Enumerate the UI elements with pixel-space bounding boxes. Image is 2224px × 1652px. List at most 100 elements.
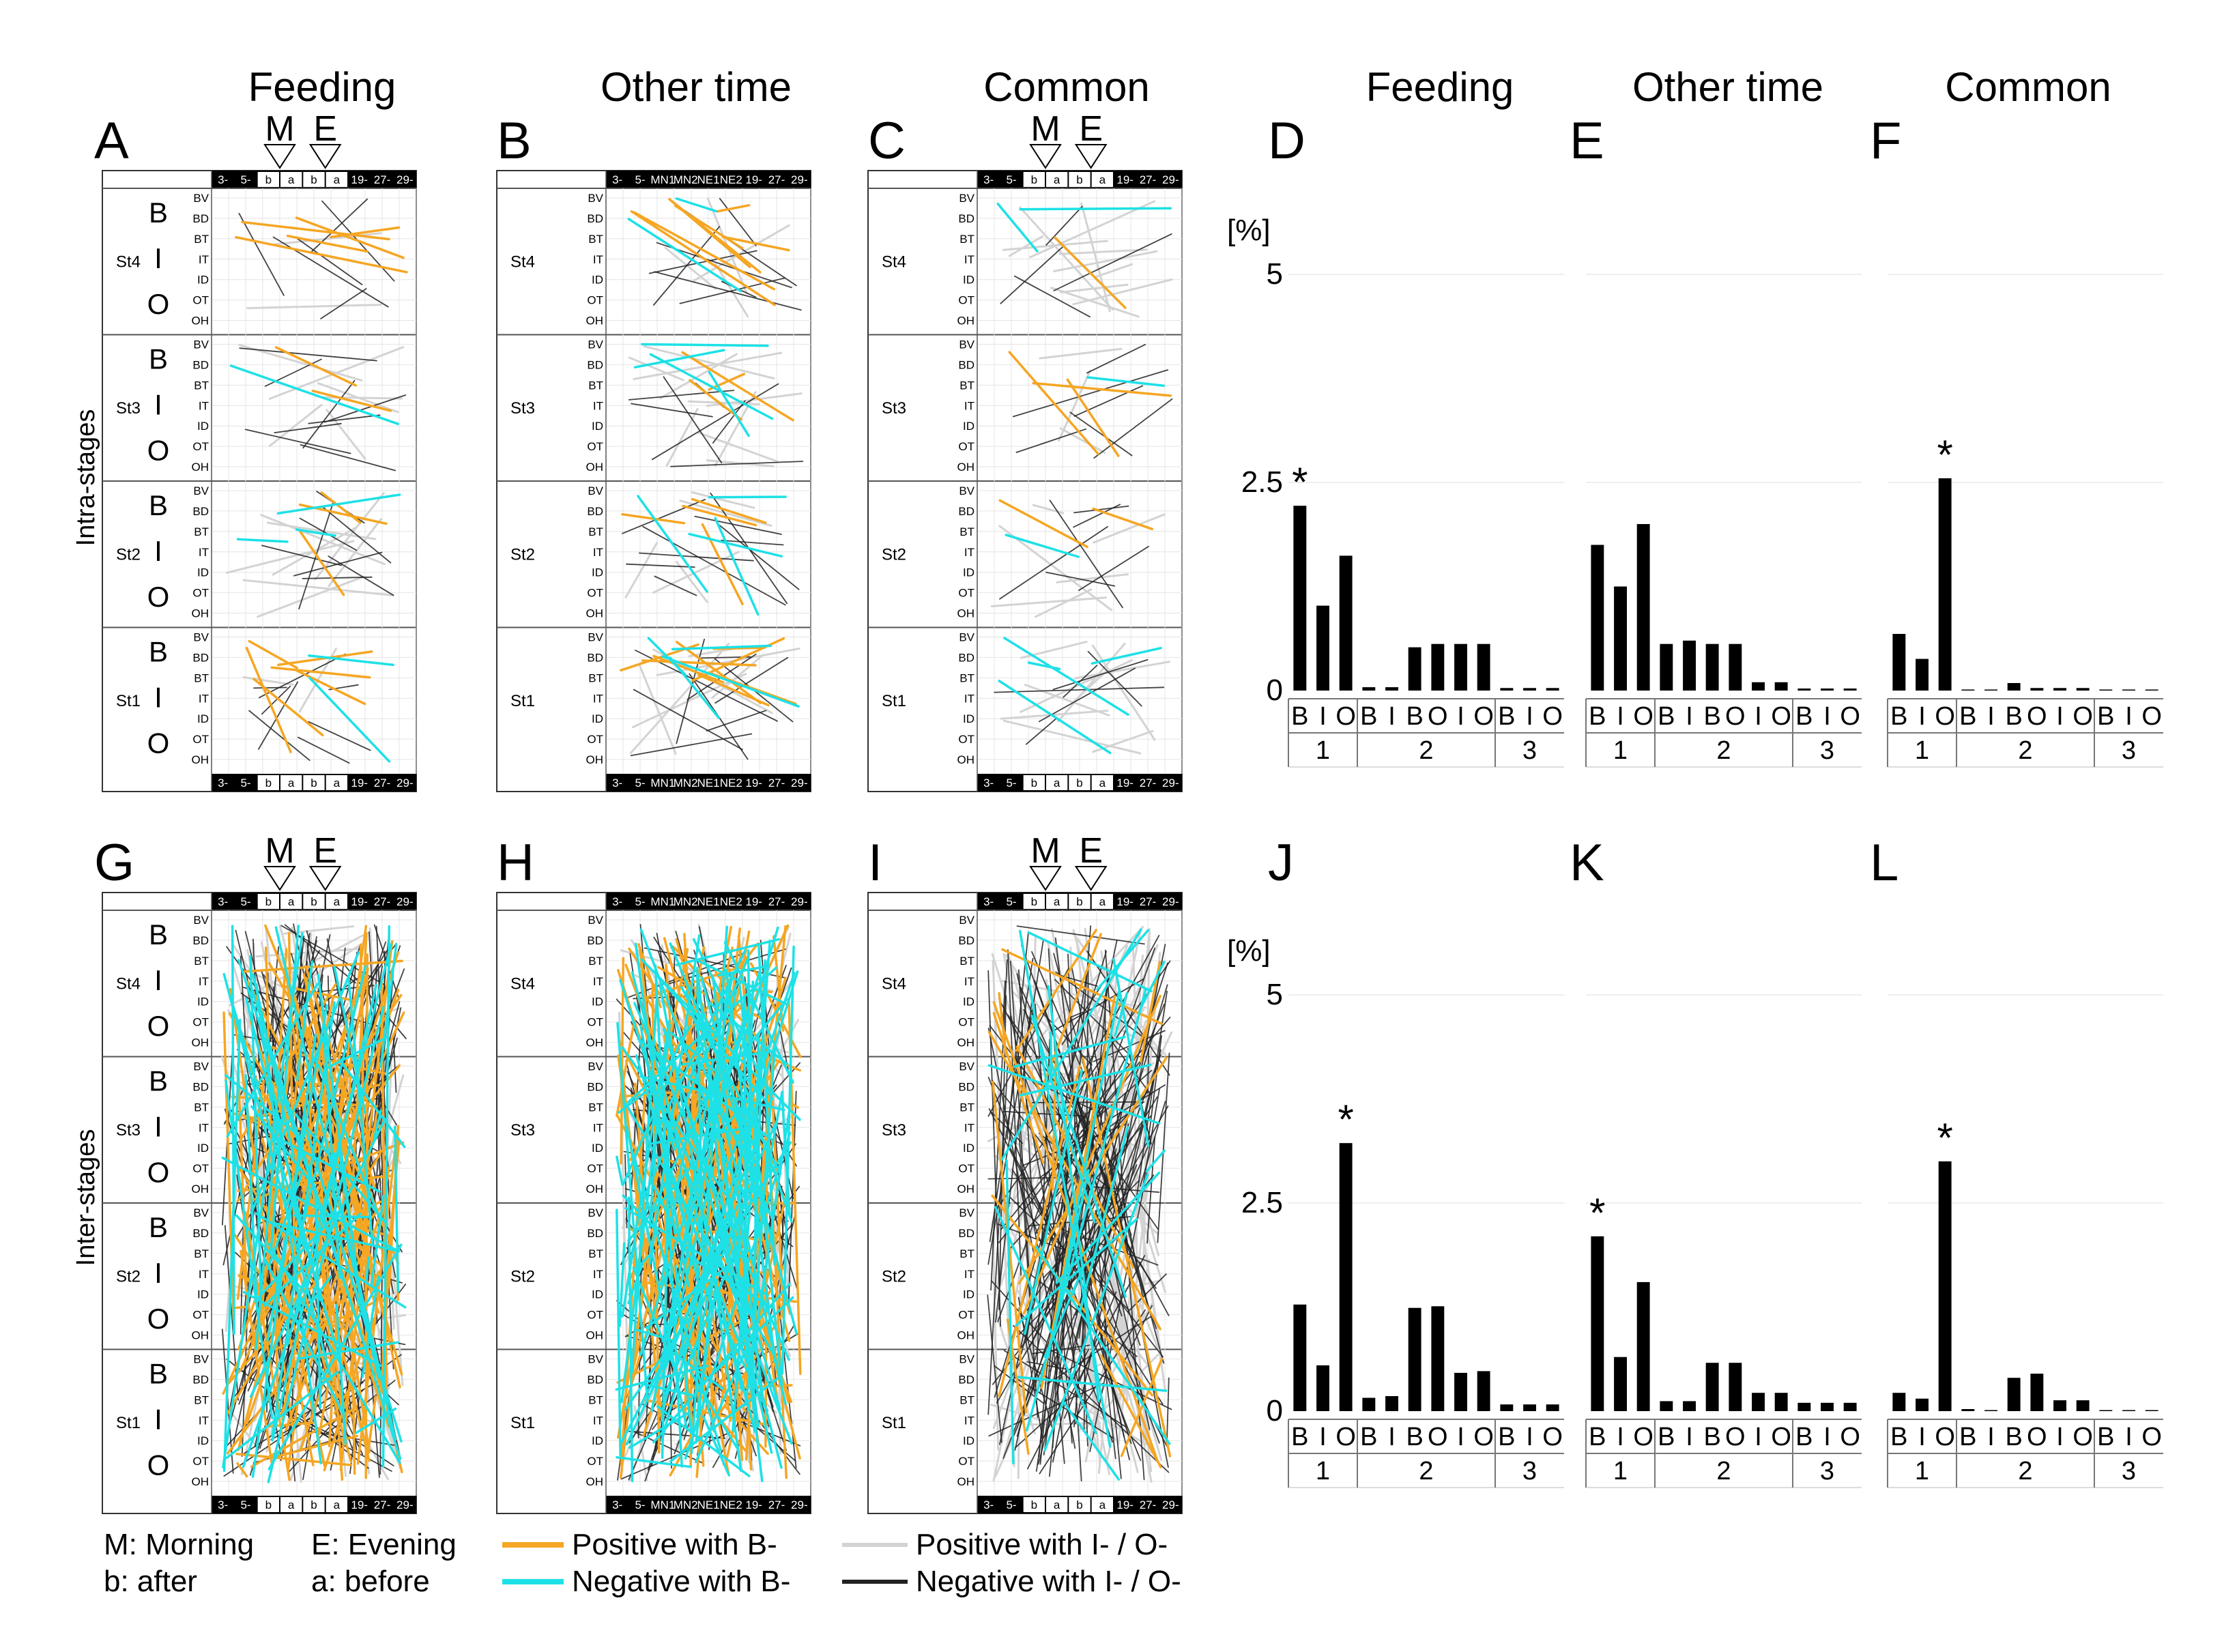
category-label: O [1840,1423,1860,1451]
category-label: I [2125,1423,2133,1451]
header-cell [1023,894,1045,909]
connection-line [1059,1287,1076,1294]
significance-marker: * [1937,1115,1952,1161]
header-cell [1069,172,1091,187]
category-label: B [1291,1423,1308,1451]
connection-line [624,542,659,598]
connection-line [1112,957,1150,1147]
header-label: NE2 [720,777,742,789]
connection-line [249,955,263,1299]
category-label: I [1617,1423,1624,1451]
connection-line [267,1006,385,1483]
connection-line [1001,948,1164,1026]
category-label: O [2027,1423,2047,1451]
connection-line [1017,1376,1168,1392]
connection-line [738,981,783,1387]
connection-line [992,1012,1045,1164]
connection-line [1015,428,1086,453]
region-label: BT [194,955,209,968]
stage-label: St3 [116,1121,141,1140]
header-cell [280,775,302,790]
region-label: BD [587,934,603,947]
header-cell [1069,775,1091,790]
header-cell [1023,1497,1045,1512]
region-label: OH [192,1183,210,1195]
bar-panels: 02.55[%]*B I O B I B O I O B I O1 2 3B I O B I B O I O B I O1 2 3*… [1227,214,2163,1488]
bar-b [1293,1304,1307,1411]
connection-line [333,966,366,1114]
header-label: 19- [1116,895,1133,908]
header-label: 19- [351,777,368,789]
connection-line [1063,665,1098,698]
connection-line [355,1407,397,1434]
region-label: BD [587,651,603,664]
region-label: OH [192,461,210,474]
header-label: 19- [745,895,762,908]
header-cell [303,172,325,187]
connection-line [990,959,1008,1291]
connection-line [654,575,697,596]
connection-line [1045,571,1116,587]
connection-line [652,1090,712,1210]
category-label: B [1959,1423,1976,1451]
region-label: IT [964,975,974,988]
connection-line [639,1013,750,1356]
header-cell [1046,1497,1068,1512]
region-label: ID [963,712,974,725]
bar-b [1892,1393,1906,1411]
header-cell [280,172,302,187]
connection-line [326,409,366,461]
connection-line [700,976,798,1335]
connection-line [328,555,394,596]
connection-line [328,518,382,588]
time-marker-triangle [1029,866,1062,891]
time-marker-label: E [313,831,337,871]
connection-line [238,212,285,296]
header-label: 19- [745,173,762,186]
bar-b [1362,1397,1376,1411]
legend-before: a: before [311,1565,430,1598]
region-label: OT [958,1016,974,1029]
region-label: ID [963,1288,974,1301]
region-label: BT [194,1247,209,1260]
connection-line [1140,1101,1166,1187]
category-label: I [1617,702,1624,731]
bar-o [1477,643,1490,691]
header-cell [1023,172,1045,187]
line-panel-g: 3- 5- b a b a 19- 27- 29- 3- 5- b a b a 19- 27- 29- M E BV BD… [102,831,417,1514]
category-label: B [1498,1423,1515,1451]
bar-b [1591,1236,1604,1411]
connection-line [697,971,734,1178]
region-label: OH [957,753,975,766]
connection-line [757,943,776,1266]
connection-line [1058,248,1148,255]
region-label: ID [963,566,974,579]
connection-line [249,1117,386,1398]
connection-line [676,639,705,744]
header-label: b [265,173,272,186]
header-label: 3- [218,173,228,186]
header-label: 5- [240,777,250,789]
connection-line [637,1038,772,1140]
bar-o [2076,1400,2090,1411]
region-label: BT [959,233,974,246]
header-label: 3- [218,1498,228,1511]
connection-line [242,579,394,596]
col-title-common-lines: Common [983,64,1149,110]
region-label: IT [199,692,209,705]
region-label: BT [588,671,603,684]
connection-line [308,676,391,763]
region-label: OH [192,1037,210,1049]
header-label: 19- [745,1498,762,1511]
connection-line [1026,988,1147,1432]
connection-line [994,686,1165,693]
region-label: BT [194,1101,209,1114]
category-label: I [1987,702,1995,731]
bar-o [1774,682,1788,691]
connection-line [697,1296,794,1389]
header-cell [257,172,279,187]
header-label: a [288,173,295,186]
connection-line [714,391,757,467]
connection-line [681,351,794,422]
region-label: BV [588,1206,603,1219]
